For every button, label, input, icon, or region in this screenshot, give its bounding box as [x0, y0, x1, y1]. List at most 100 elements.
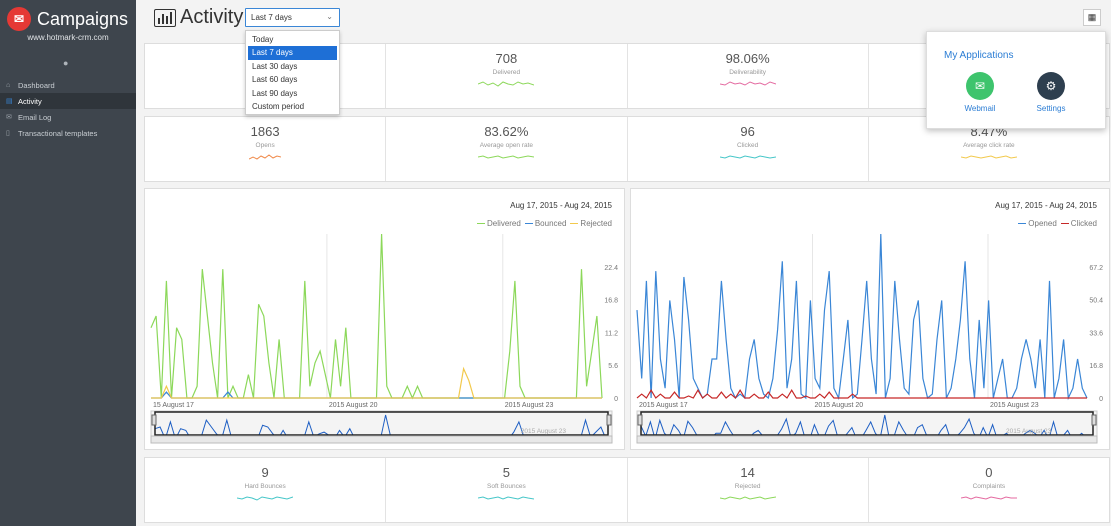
navigator-scrollbar[interactable] [150, 435, 613, 444]
document-icon: ▯ [6, 130, 10, 137]
legend-item[interactable]: Opened [1018, 219, 1057, 228]
webmail-icon: ✉ [966, 72, 994, 100]
navigator-x-label: 2015 August 23 [1006, 428, 1052, 435]
y-tick-label: 50.4 [1089, 298, 1103, 305]
sparkline [719, 81, 776, 86]
stat-label: Clicked [736, 142, 759, 149]
stat-value: 5 [502, 465, 510, 480]
period-option-last-7-days[interactable]: Last 7 days [248, 46, 337, 60]
y-tick-label: 22.4 [604, 265, 618, 272]
page-header: Activity [154, 6, 243, 29]
delivery-line-chart[interactable]: 22.4 16.8 11.2 5.6 0 15 August 17 2015 August … [145, 189, 624, 449]
stat-soft-bounces: 5 Soft Bounces [386, 458, 628, 522]
brand[interactable]: ✉ Campaigns [7, 7, 128, 31]
sparkline [478, 155, 535, 159]
period-option-last-90-days[interactable]: Last 90 days [252, 88, 298, 98]
app-settings[interactable]: ⚙ Settings [1026, 72, 1076, 113]
x-tick-label: 15 August 17 [153, 402, 194, 409]
chart-date-range[interactable]: Aug 17, 2015 - Aug 24, 2015 [995, 201, 1097, 210]
sidebar-item-email-log[interactable]: ✉ Email Log [0, 109, 136, 125]
stat-label: Soft Bounces [487, 483, 526, 490]
account-domain: www.hotmark-crm.com [27, 33, 109, 42]
period-option-today[interactable]: Today [252, 35, 274, 44]
legend-item[interactable]: Rejected [570, 219, 612, 228]
y-tick-label: 33.6 [1089, 330, 1103, 337]
navigator-handle-left [637, 414, 643, 426]
y-tick-label: 16.8 [1089, 363, 1103, 370]
stat-label: Deliverability [729, 69, 767, 76]
apps-menu: My Applications ✉ Webmail ⚙ Settings [926, 31, 1106, 129]
series-line [636, 233, 1088, 401]
y-tick-label: 5.6 [608, 363, 618, 370]
y-tick-label: 16.8 [604, 298, 618, 305]
stats-row-bounces: 9 Hard Bounces 5 Soft Bounces 14 Rejected 0… [144, 457, 1110, 523]
series-line [150, 233, 603, 400]
period-option-last-60-days[interactable]: Last 60 days [252, 75, 298, 85]
navigator-scrollbar[interactable] [636, 435, 1098, 444]
y-tick-label: 11.2 [605, 330, 618, 337]
legend-item[interactable]: Bounced [524, 219, 567, 228]
series-line [636, 389, 1087, 399]
sidebar-nav: ⌂ Dashboard ▤ Activity ✉ Email Log ▯ Transac… [0, 77, 136, 141]
x-tick-label: 2015 August 17 [639, 402, 688, 409]
chart-date-range[interactable]: Aug 17, 2015 - Aug 24, 2015 [510, 201, 612, 210]
chart-legend: Delivered Bounced Rejected [473, 219, 612, 228]
home-icon: ⌂ [6, 81, 11, 89]
stat-value: 14 [740, 465, 755, 480]
stat-value: 708 [495, 51, 518, 66]
period-select[interactable]: Last 7 days ⌄ [245, 8, 340, 27]
app-webmail[interactable]: ✉ Webmail [955, 72, 1005, 113]
stat-delivered: 708 Delivered [386, 44, 628, 108]
series-line [151, 366, 602, 399]
period-option-custom[interactable]: Custom period [252, 101, 305, 111]
brand-name: Campaigns [37, 8, 129, 29]
sidebar-item-transactional-templates[interactable]: ▯ Transactional templates [0, 125, 136, 141]
user-icon[interactable]: ● [63, 58, 69, 68]
stat-label: Delivered [492, 69, 521, 76]
app-label: Webmail [964, 104, 996, 113]
sparkline [478, 81, 535, 87]
period-option-last-30-days[interactable]: Last 30 days [252, 61, 298, 71]
sparkline [237, 496, 294, 501]
bar-chart-icon [154, 8, 176, 27]
navigator-handle-left [151, 414, 157, 426]
legend-label: Clicked [1070, 219, 1097, 228]
legend-label: Rejected [580, 219, 612, 228]
chevron-down-icon: ⌄ [326, 12, 333, 21]
legend-item[interactable]: Clicked [1060, 219, 1097, 228]
stat-value: 98.06% [725, 51, 770, 66]
stat-value: 9 [261, 465, 269, 480]
apps-grid-button[interactable]: ▦ [1083, 9, 1101, 26]
period-dropdown: Today Last 7 days Last 30 days Last 60 d… [245, 30, 340, 115]
sidebar-item-dashboard[interactable]: ⌂ Dashboard [0, 77, 136, 93]
grid-icon: ▦ [1087, 12, 1097, 22]
delivery-chart-panel: Aug 17, 2015 - Aug 24, 2015 Delivered Bo… [144, 188, 625, 450]
y-tick-label: 67.2 [1089, 265, 1103, 272]
navigator-x-label: 2015 August 23 [521, 428, 567, 435]
chart-icon: ▤ [6, 98, 13, 105]
stat-clicked: 96 Clicked [628, 117, 869, 181]
page-title: Activity [180, 6, 244, 28]
stat-deliverability: 98.06% Deliverability [628, 44, 869, 108]
stat-value: 1863 [250, 124, 280, 139]
legend-label: Bounced [534, 219, 567, 228]
stat-value: 96 [740, 124, 755, 139]
legend-label: Opened [1028, 219, 1057, 228]
sidebar: ✉ Campaigns www.hotmark-crm.com ● ⌂ Dashb… [0, 0, 136, 526]
legend-item[interactable]: Delivered [477, 219, 521, 228]
sparkline [249, 154, 282, 160]
gears-icon: ⚙ [1037, 72, 1065, 100]
apps-menu-title: My Applications [944, 50, 1014, 61]
period-select-value: Last 7 days [251, 13, 292, 22]
navigator-handle-right [1091, 414, 1097, 426]
stat-opens: 1863 Opens [145, 117, 387, 181]
legend-label: Delivered [487, 219, 521, 228]
sparkline [478, 496, 535, 500]
engagement-line-chart[interactable]: 67.2 50.4 33.6 16.8 0 2015 August 17 2015 Augu… [631, 189, 1109, 449]
sparkline [960, 496, 1017, 500]
sparkline [960, 155, 1017, 159]
stat-hard-bounces: 9 Hard Bounces [145, 458, 387, 522]
x-tick-label: 2015 August 20 [815, 402, 864, 409]
stat-label: Opens [255, 142, 275, 149]
sidebar-item-activity[interactable]: ▤ Activity [0, 93, 136, 109]
